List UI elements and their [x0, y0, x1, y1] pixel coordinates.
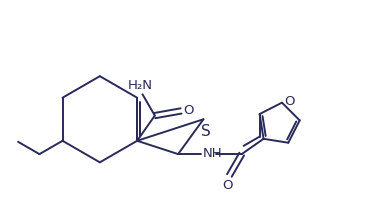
Text: O: O: [285, 95, 295, 108]
Text: H₂N: H₂N: [128, 79, 153, 92]
Text: O: O: [183, 104, 193, 118]
Text: O: O: [222, 179, 232, 192]
Text: NH: NH: [202, 147, 222, 160]
Text: S: S: [201, 124, 211, 139]
